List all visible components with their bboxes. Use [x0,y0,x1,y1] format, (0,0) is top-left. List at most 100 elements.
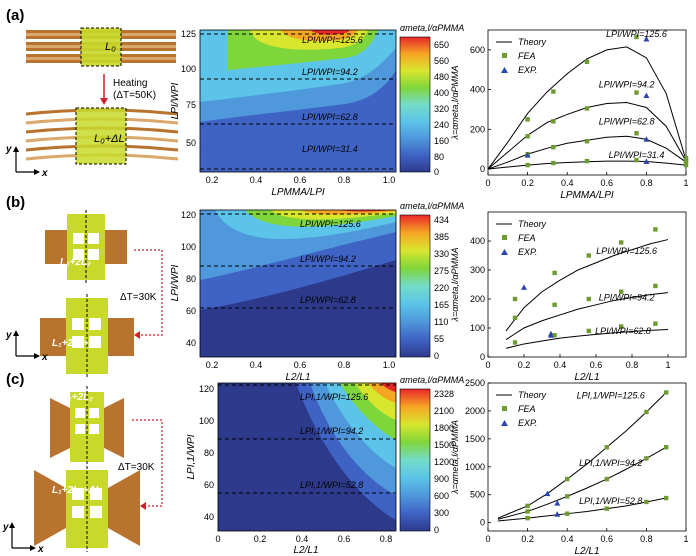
fea-point [586,253,591,258]
fea-point [525,117,530,122]
panel-a-colorbar-tick: 650 [434,40,449,50]
panel-a-xtick: 1.0 [383,175,396,185]
fea-point [565,494,570,499]
fea-point [565,511,570,516]
panel-a-ytick: 50 [186,138,196,148]
panel-c-xtick: 0.2 [254,534,267,544]
panel-a-ytick: 100 [181,64,196,74]
panel-c-schematic: L₁+2L₂ L₁+2L₂+ΔL ΔT=30K y x [2,386,163,555]
fea-point [552,270,557,276]
panel-a-xtick: 0.8 [338,175,351,185]
x-tick-label: 0.6 [601,178,614,188]
fea-point [653,227,658,232]
panel-c-xtick: 0.4 [296,534,309,544]
series-label: LPI/WPI=125.6 [596,246,657,256]
legend-fea-swatch [502,235,507,240]
panel-c-colorbar-tick: 2328 [434,389,454,399]
series: LPI/WPI=62.8 [487,116,689,170]
fea-point [551,119,556,124]
panel-b-contour-xlabel: L2/L1 [285,372,310,383]
fea-point [619,324,624,329]
panel-b-ytick: 40 [186,338,196,348]
panel-b-colorbar-tick: 165 [434,300,449,310]
panel-b-contour: LPI/WPI=125.6 LPI/WPI=94.2 LPI/WPI=62.8 … [170,209,397,383]
series: LPI,1/WPI=94.2 [497,445,669,520]
panel-a-label: (a) [6,7,24,24]
series-label: LPI,1/WPI=94.2 [579,458,642,468]
fea-point [683,159,689,165]
series-label: LPI/WPI=94.2 [599,80,655,90]
theory-line [497,392,667,519]
panel-b-colorbar-tick: 110 [434,317,448,327]
fea-point [525,503,530,509]
x-tick-label: 0.8 [640,534,653,544]
panel-c-colorbar-tick: 600 [434,491,449,501]
panel-b-schematic: L₁+2L₂ L₁+2L₂+ΔL ΔT=30K y x [5,210,163,378]
legend-exp-swatch [501,67,508,73]
panel-b-schematic-bottom [40,294,134,378]
fea-point [653,283,658,289]
x-tick-label: 0.4 [561,534,574,544]
panel-a-heating-label: Heating [113,78,147,89]
panel-c-axis-x-label: x [37,544,44,555]
x-tick-label: 0.4 [554,360,567,370]
y-tick-label: 100 [470,323,485,333]
chart-0: 0 0.2 0.4 0.6 0.8 1 0 200 400 600 LPMMA/LPI λ=αmeta… [450,29,689,201]
theory-line [497,446,667,520]
panel-b-l1-dl-label: L₁+2L₂+ΔL [52,338,102,349]
panel-c-colorbar-tick: 2100 [434,406,454,416]
exp-point [643,158,650,164]
x-tick-label: 0 [485,360,490,370]
x-tick-label: 1 [683,178,688,188]
series-label: LPI/WPI=62.8 [599,116,655,126]
fea-point [584,139,590,144]
panel-a-schematic-bar-top [26,27,176,67]
panel-b-xtick: 0.6 [294,360,307,370]
panel-b-colorbar-tick: 55 [434,334,444,344]
panel-a-schematic: L₀ Heating (ΔT=50K) L₀+ΔL y x [5,27,179,179]
panel-a-ytick: 75 [186,100,196,110]
panel-a-contour-line-label: LPI/WPI=125.6 [302,35,363,45]
legend-theory-label: Theory [518,390,547,400]
panel-c-colorbar-title: αmeta,l/αPMMA [400,375,464,385]
panel-b-label: (b) [6,194,25,211]
fea-point [551,89,556,94]
fea-point [584,59,590,64]
legend-fea-swatch [502,53,507,58]
panel-a-ytick: 125 [181,29,196,39]
panel-a-colorbar-tick: 160 [434,136,449,146]
y-tick-label: 400 [470,85,485,95]
y-tick-label: 0 [480,352,485,362]
y-tick-label: 400 [470,236,485,246]
x-tick-label: 0.6 [601,534,614,544]
exp-point [521,284,527,290]
panel-c-contour-ylabel: LPI,1/WPI [186,434,197,479]
chart-1: 0 0.2 0.4 0.6 0.8 1 0 100 200 300 400 L2/L1 λ=αmeta,… [450,211,687,383]
y-tick-label: 500 [470,490,485,500]
x-axis-label: L2/L1 [574,372,599,383]
panel-b-contour-ylabel: LPI/WPI [170,264,181,301]
legend-exp-swatch [501,249,508,255]
panel-c-l1-dl-label: L₁+2L₂+ΔL [52,485,102,496]
fea-point [634,90,639,95]
fea-point [525,509,530,514]
panel-a-axes-glyph: y x [5,144,48,179]
x-tick-label: 0.8 [626,360,639,370]
chart-legend: Theory FEA EXP. [496,37,547,75]
legend-theory-label: Theory [518,219,547,229]
fea-point [552,333,557,338]
panel-a-colorbar: αmeta,l/αPMMA 650 560 480 400 320 240 16… [399,23,464,177]
fea-point [644,456,649,461]
series-label: LPI/WPI=31.4 [609,150,665,160]
chart-legend: Theory FEA EXP. [496,219,547,257]
x-axis-label: LPMMA/LPI [560,190,614,201]
panel-c-colorbar: αmeta,l/αPMMA 2328 2100 1800 1500 1200 9… [399,375,464,535]
panel-b-ytick: 100 [181,242,196,252]
y-axis-label: λ=αmeta,l/αPMMA [450,420,460,495]
panel-a-axis-x-label: x [41,168,48,179]
panel-c-delta-label: ΔT=30K [118,462,155,473]
fea-point [584,158,590,164]
legend-exp-label: EXP. [518,247,537,257]
panel-c-contour-line-label: LPI,1/WPI=52.8 [300,480,363,490]
panel-b-xtick: 1.0 [383,360,396,370]
